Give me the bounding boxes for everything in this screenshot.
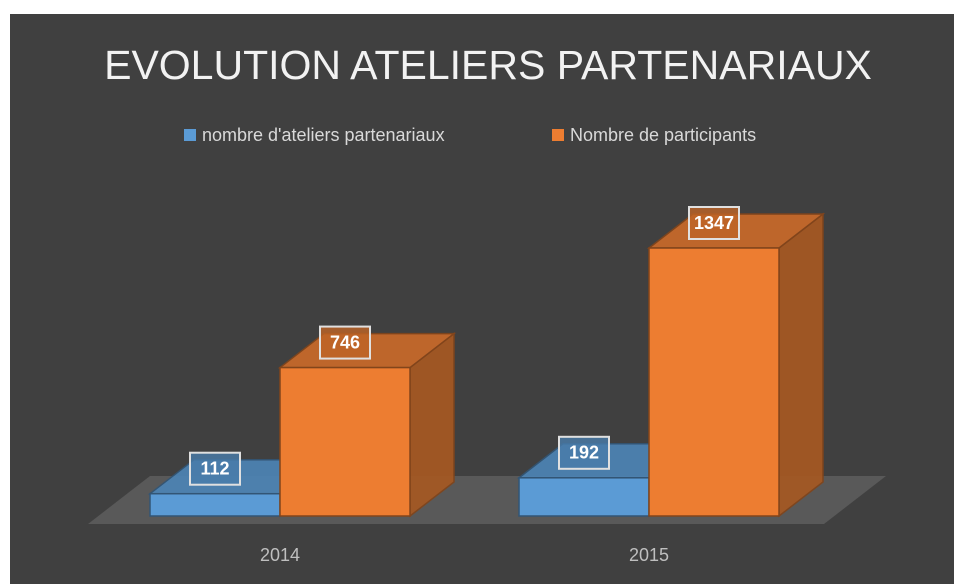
data-label-text: 192 [569,443,599,463]
legend-swatch [184,129,196,141]
x-tick-label: 2014 [260,545,300,565]
bar-front [648,247,780,517]
data-label: 192 [558,435,610,470]
data-label-text: 746 [330,332,360,352]
bar [277,332,457,518]
legend-item: nombre d'ateliers partenariaux [184,125,445,145]
bar [646,212,826,518]
data-label-text: 1347 [694,213,734,233]
legend-swatch [552,129,564,141]
bar-side [778,212,824,518]
bar-front [279,366,411,517]
legend-label: Nombre de participants [570,125,756,145]
data-label-box [189,451,241,486]
bar-front [518,477,650,517]
legend-label: nombre d'ateliers partenariaux [202,125,445,145]
legend-item: Nombre de participants [552,125,756,145]
chart-title: EVOLUTION ATELIERS PARTENARIAUX [104,42,872,88]
data-label: 1347 [688,206,740,240]
bar-front [149,492,281,517]
data-label: 112 [189,451,241,486]
data-label-box [558,435,610,470]
x-tick-label: 2015 [629,545,669,565]
data-label-box [319,325,371,360]
data-label-text: 112 [200,458,229,478]
data-label-box [688,206,740,240]
data-label: 746 [319,325,371,360]
